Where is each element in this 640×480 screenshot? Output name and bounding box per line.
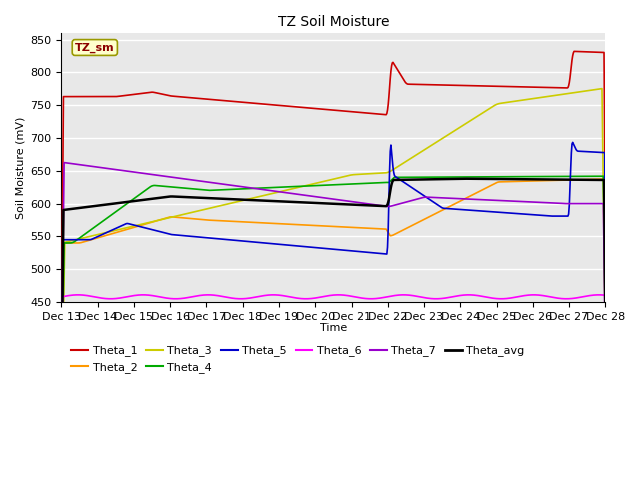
Y-axis label: Soil Moisture (mV): Soil Moisture (mV) <box>15 116 25 219</box>
Text: TZ_sm: TZ_sm <box>75 42 115 53</box>
X-axis label: Time: Time <box>320 323 347 333</box>
Legend: Theta_1, Theta_2, Theta_3, Theta_4, Theta_5, Theta_6, Theta_7, Theta_avg: Theta_1, Theta_2, Theta_3, Theta_4, Thet… <box>67 341 529 377</box>
Title: TZ Soil Moisture: TZ Soil Moisture <box>278 15 389 29</box>
